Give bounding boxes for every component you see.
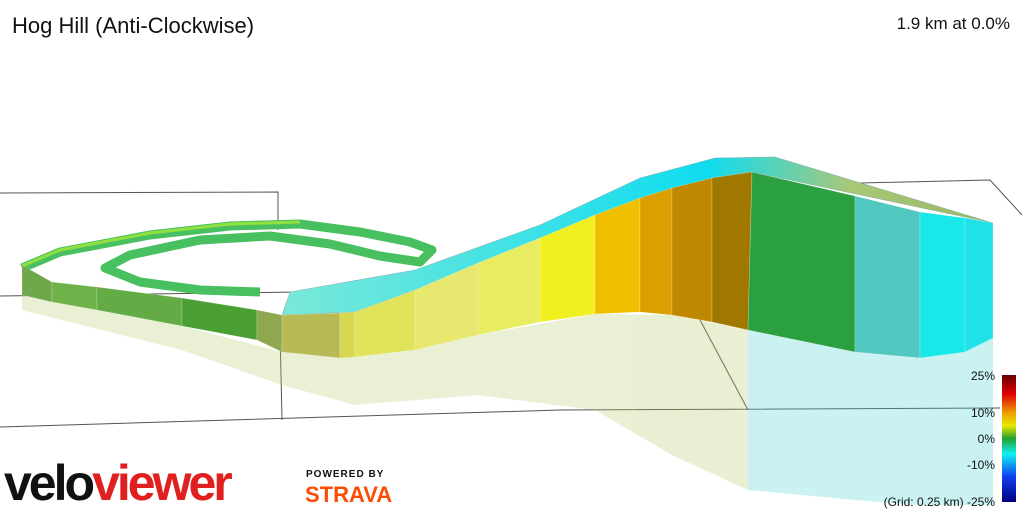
- loop-edge: [21, 220, 301, 268]
- reflection-right: [748, 330, 993, 505]
- grid-line: [0, 407, 1001, 428]
- segment: [711, 171, 753, 331]
- grid-line: [699, 319, 749, 411]
- legend-label: 25%: [971, 369, 995, 383]
- segment: [594, 197, 641, 315]
- segment: [339, 311, 356, 359]
- strava: STRAVA: [305, 482, 392, 507]
- segment: [281, 312, 341, 359]
- legend-label: 10%: [971, 406, 995, 420]
- legend-labels: 25% 10% 0% -10% (Grid: 0.25 km) -25%: [884, 369, 996, 509]
- powered-by: POWERED BY: [306, 469, 384, 480]
- segment: [671, 177, 713, 323]
- segment: [747, 171, 856, 353]
- summary: 1.9 km at 0.0%: [897, 14, 1010, 33]
- back-loop: [20, 219, 437, 297]
- loop-strip: [20, 219, 437, 297]
- grid-line: [0, 191, 279, 230]
- logo-secondary: viewer: [92, 455, 232, 511]
- legend-label: 0%: [978, 432, 996, 446]
- segment: [256, 309, 283, 353]
- segment: [964, 217, 994, 353]
- color-bar: [1002, 375, 1016, 502]
- segment: [919, 211, 966, 359]
- title: Hog Hill (Anti-Clockwise): [12, 13, 254, 38]
- legend-label: -10%: [967, 458, 995, 472]
- logo: veloviewer: [4, 455, 232, 511]
- grid-line: [859, 179, 1023, 216]
- segment: [854, 195, 921, 359]
- legend-label: (Grid: 0.25 km) -25%: [884, 495, 996, 509]
- segment: [639, 187, 673, 316]
- reflection: [22, 295, 993, 505]
- reflection-left: [22, 295, 748, 490]
- logo-primary: velo: [4, 455, 94, 511]
- front-wall: [21, 171, 994, 359]
